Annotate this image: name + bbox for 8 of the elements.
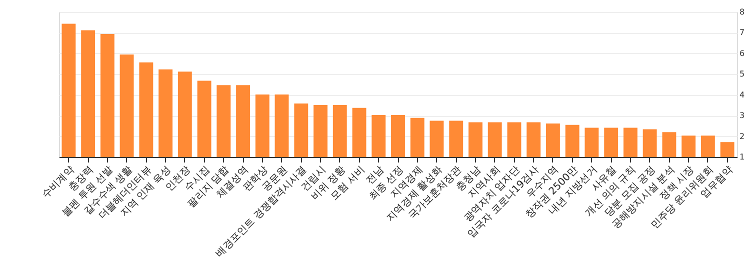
y-tick-label: 2 <box>740 132 745 141</box>
y-tick-label: 7 <box>740 28 745 38</box>
y-tick-label: 5 <box>740 70 745 79</box>
y-tick-label: 3 <box>740 111 745 120</box>
y-tick-label: 6 <box>740 48 745 58</box>
y-tick-label: 1 <box>740 152 745 162</box>
y-tick-label: 8 <box>740 8 745 16</box>
y-tick-label: 4 <box>740 90 745 100</box>
